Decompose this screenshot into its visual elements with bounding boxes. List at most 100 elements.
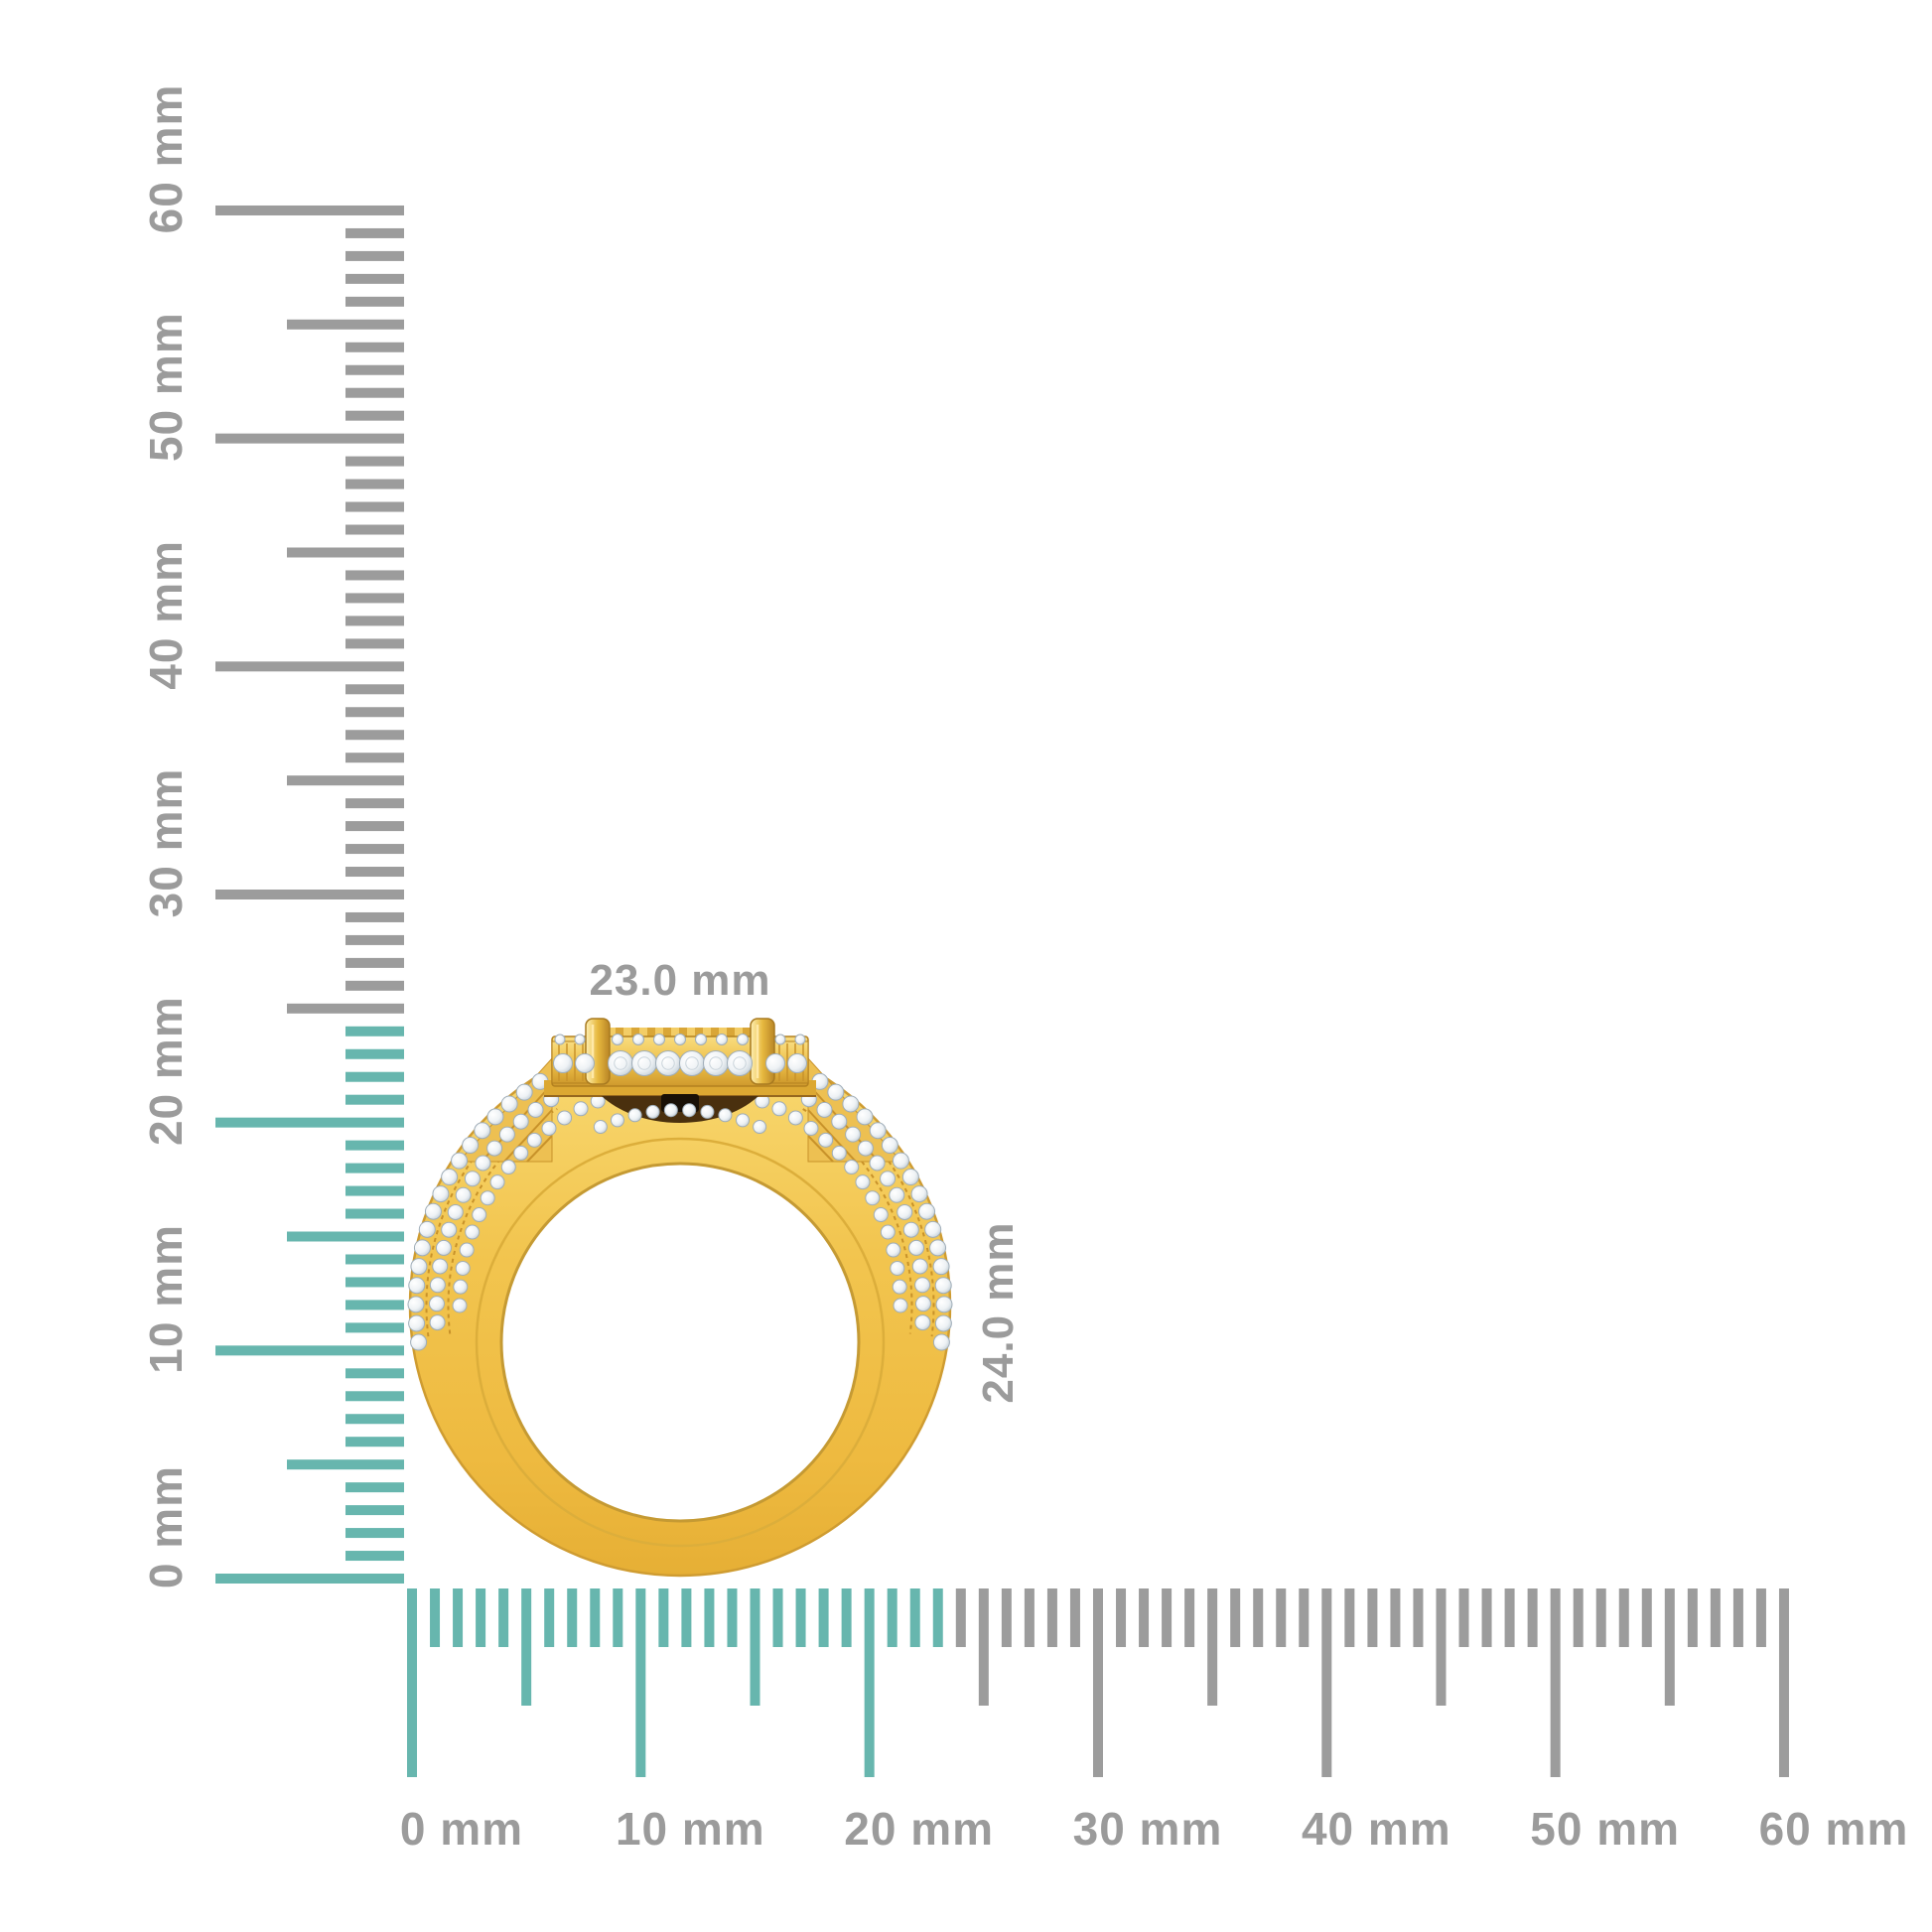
diamond [700,1104,715,1119]
diamond [541,1121,557,1137]
diamond-facet [685,1056,699,1070]
v-tick-22mm [345,1071,404,1082]
diamond [753,1120,767,1135]
diamond [703,1050,729,1076]
h-tick-39mm [1299,1588,1310,1647]
head-diamonds [553,1034,807,1076]
diamond [432,1185,450,1203]
v-tick-4mm [345,1482,404,1493]
diamond [737,1034,749,1045]
h-tick-38mm [1276,1588,1287,1647]
v-tick-16mm [345,1208,404,1219]
h-tick-58mm [1732,1588,1743,1647]
h-tick-19mm [841,1588,852,1647]
v-tick-21mm [345,1094,404,1105]
diamond [831,1113,848,1130]
v-tick-40mm [215,661,404,672]
diamond [934,1314,952,1332]
v-tick-9mm [345,1368,404,1379]
h-tick-35mm [1207,1588,1218,1706]
h-tick-14mm [727,1588,738,1647]
h-tick-47mm [1481,1588,1492,1647]
v-tick-31mm [345,867,404,878]
diamond [408,1277,426,1295]
v-tick-24mm [345,1026,404,1036]
diamond [408,1314,426,1332]
ring-width-dimension-label: 23.0 mm [589,956,770,1005]
h-tick-23mm [932,1588,943,1647]
v-tick-36mm [345,753,404,763]
ring-hole [499,1162,861,1523]
v-tick-51mm [345,410,404,421]
h-ruler-label-60mm: 60 mm [1759,1803,1909,1855]
diamond [908,1239,925,1256]
h-tick-28mm [1046,1588,1057,1647]
v-tick-35mm [287,775,404,786]
h-tick-7mm [567,1588,578,1647]
h-tick-54mm [1641,1588,1652,1647]
v-tick-34mm [345,798,404,809]
v-tick-1mm [345,1551,404,1562]
diamond [716,1034,728,1045]
h-tick-27mm [1024,1588,1035,1647]
h-tick-30mm [1092,1588,1103,1777]
diamond [489,1174,505,1190]
diamond [464,1171,481,1187]
h-ruler-label-20mm: 20 mm [844,1803,994,1855]
head-crenellation-tooth [703,1028,711,1036]
v-ruler-label-20mm: 20 mm [140,996,192,1146]
diamond [816,1101,833,1118]
diamond [515,1083,533,1101]
diamond [880,1224,896,1240]
diamond [892,1279,907,1295]
diamond [441,1221,458,1238]
diamond [924,1220,942,1238]
diamond [435,1239,452,1256]
h-tick-34mm [1184,1588,1195,1647]
h-tick-26mm [1001,1588,1012,1647]
v-tick-10mm [215,1345,404,1356]
diamond [765,1053,785,1073]
diamond [453,1279,469,1295]
v-ruler-label-30mm: 30 mm [140,768,192,918]
h-tick-44mm [1413,1588,1424,1647]
v-tick-3mm [345,1505,404,1516]
v-tick-17mm [345,1185,404,1196]
diamond-facet [733,1056,747,1070]
head-crenellation-tooth [608,1028,616,1036]
groove-line [447,1108,558,1334]
v-ruler-label-10mm: 10 mm [140,1224,192,1374]
diamond [827,1083,845,1101]
h-tick-15mm [750,1588,760,1706]
v-tick-30mm [215,889,404,899]
diamond [455,1260,471,1276]
diamond [574,1034,586,1045]
diamond [441,1169,459,1186]
v-tick-53mm [345,364,404,375]
diamond [910,1185,928,1203]
v-ruler-label-40mm: 40 mm [140,540,192,690]
h-tick-9mm [613,1588,623,1647]
v-tick-55mm [287,319,404,330]
head-crenellation-tooth [719,1028,727,1036]
gusset-ridge [526,1135,553,1163]
v-tick-5mm [287,1459,404,1470]
v-tick-43mm [345,593,404,604]
h-tick-36mm [1230,1588,1241,1647]
diamond [679,1050,705,1076]
v-tick-46mm [345,524,404,535]
diamond [897,1203,913,1220]
diamond [857,1140,874,1157]
h-tick-13mm [704,1588,715,1647]
h-tick-3mm [476,1588,486,1647]
h-tick-0mm [407,1588,417,1777]
diamond [459,1242,475,1258]
diamond [573,1101,589,1117]
diamond [486,1140,503,1157]
h-ruler-label-0mm: 0 mm [400,1803,523,1855]
diamond [787,1110,803,1126]
diamond [554,1034,566,1045]
v-tick-19mm [345,1140,404,1151]
diamond [593,1120,608,1135]
